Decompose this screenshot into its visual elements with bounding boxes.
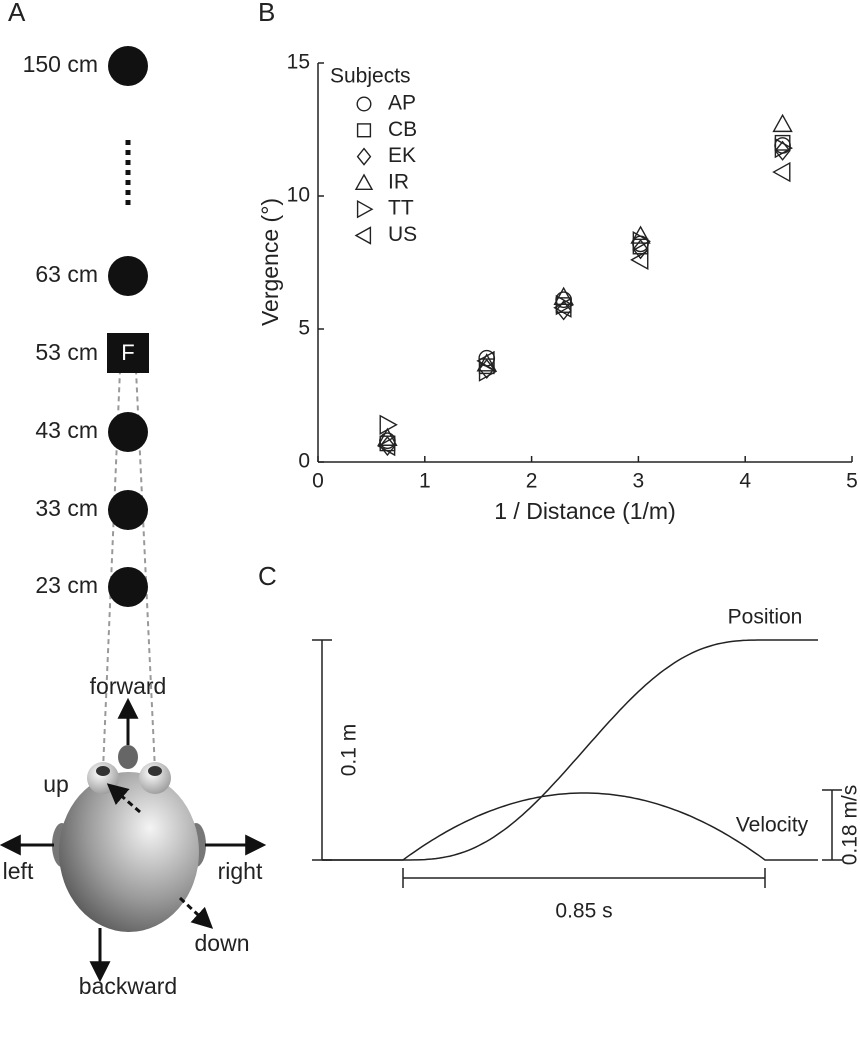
fixation-label: F	[121, 340, 134, 365]
eye	[139, 762, 171, 794]
data-point	[379, 414, 398, 435]
data-point	[553, 286, 574, 305]
head	[59, 772, 199, 932]
data-point	[376, 435, 396, 457]
direction-label: forward	[90, 673, 167, 699]
data-point	[632, 239, 649, 260]
legend-marker	[356, 123, 372, 138]
x-tick-label: 5	[846, 470, 858, 493]
data-point	[377, 427, 398, 446]
data-point	[476, 350, 495, 372]
legend-marker	[354, 173, 374, 191]
legend-label: IR	[388, 170, 409, 193]
legend-marker	[356, 96, 372, 112]
direction-label: down	[195, 930, 250, 956]
y-tick-label: 5	[298, 317, 310, 340]
target	[108, 46, 148, 86]
curve-label: Position	[728, 606, 803, 629]
pupil	[148, 766, 162, 776]
nose	[118, 745, 138, 769]
target	[108, 412, 148, 452]
distance-label: 43 cm	[35, 417, 98, 443]
distance-label: 53 cm	[35, 339, 98, 365]
vergence-chart: 1 / Distance (1/m) Vergence (°) Subjects…	[257, 51, 858, 525]
data-point	[555, 294, 575, 316]
target	[108, 490, 148, 530]
x-tick-label: 3	[633, 470, 645, 493]
legend-marker	[356, 200, 374, 219]
data-point	[774, 137, 794, 159]
target	[108, 567, 148, 607]
data-point	[772, 113, 793, 133]
legend-label: TT	[388, 197, 414, 220]
x-tick-label: 1	[419, 470, 431, 493]
velocity-curve	[322, 792, 818, 861]
x-axis-label: 1 / Distance (1/m)	[494, 498, 676, 524]
scale-label: 0.85 s	[555, 900, 612, 923]
scale-label: 0.1 m	[338, 724, 361, 777]
distance-label: 33 cm	[35, 495, 98, 521]
arrow	[106, 783, 141, 814]
legend-label: US	[388, 223, 417, 246]
distance-label: 23 cm	[35, 572, 98, 598]
y-tick-label: 10	[287, 184, 310, 207]
direction-label: left	[3, 858, 34, 884]
direction-label: backward	[79, 973, 177, 999]
y-tick-label: 15	[287, 51, 310, 74]
data-point	[632, 231, 651, 252]
panel-label: C	[258, 561, 277, 591]
direction-label: up	[43, 771, 69, 797]
y-axis-label: Vergence (°)	[257, 198, 283, 326]
y-tick-label: 0	[298, 450, 310, 473]
panel-label: A	[8, 0, 26, 27]
direction-label: right	[218, 858, 263, 884]
data-point	[630, 225, 651, 244]
target	[108, 256, 148, 296]
arrow	[178, 896, 214, 929]
data-point	[774, 140, 791, 161]
panel-label: B	[258, 0, 275, 27]
data-point	[553, 297, 572, 318]
x-tick-label: 2	[526, 470, 538, 493]
x-tick-label: 0	[312, 470, 324, 493]
fixation-target	[107, 333, 149, 373]
distance-label: 63 cm	[35, 261, 98, 287]
legend-marker	[356, 147, 372, 166]
legend-label: EK	[388, 144, 416, 167]
x-tick-label: 4	[739, 470, 751, 493]
data-point	[478, 358, 495, 380]
legend-label: AP	[388, 92, 416, 115]
legend-title: Subjects	[330, 65, 411, 88]
pupil	[96, 766, 110, 776]
scale-label: 0.18 m/s	[839, 785, 860, 866]
distance-label: 150 cm	[23, 51, 98, 77]
panel-a: F 150 cm 63 cm 53 cm 43 cm 33 cm 23 cm f…	[0, 46, 267, 999]
position-curve	[322, 639, 818, 861]
curve-label: Velocity	[736, 814, 809, 837]
legend-label: CB	[388, 118, 417, 141]
data-point	[630, 249, 649, 271]
legend-marker	[354, 226, 372, 245]
panel-c: Position Velocity 0.1 m 0.18 m/s 0.85 s	[312, 606, 860, 923]
data-point	[772, 161, 791, 183]
